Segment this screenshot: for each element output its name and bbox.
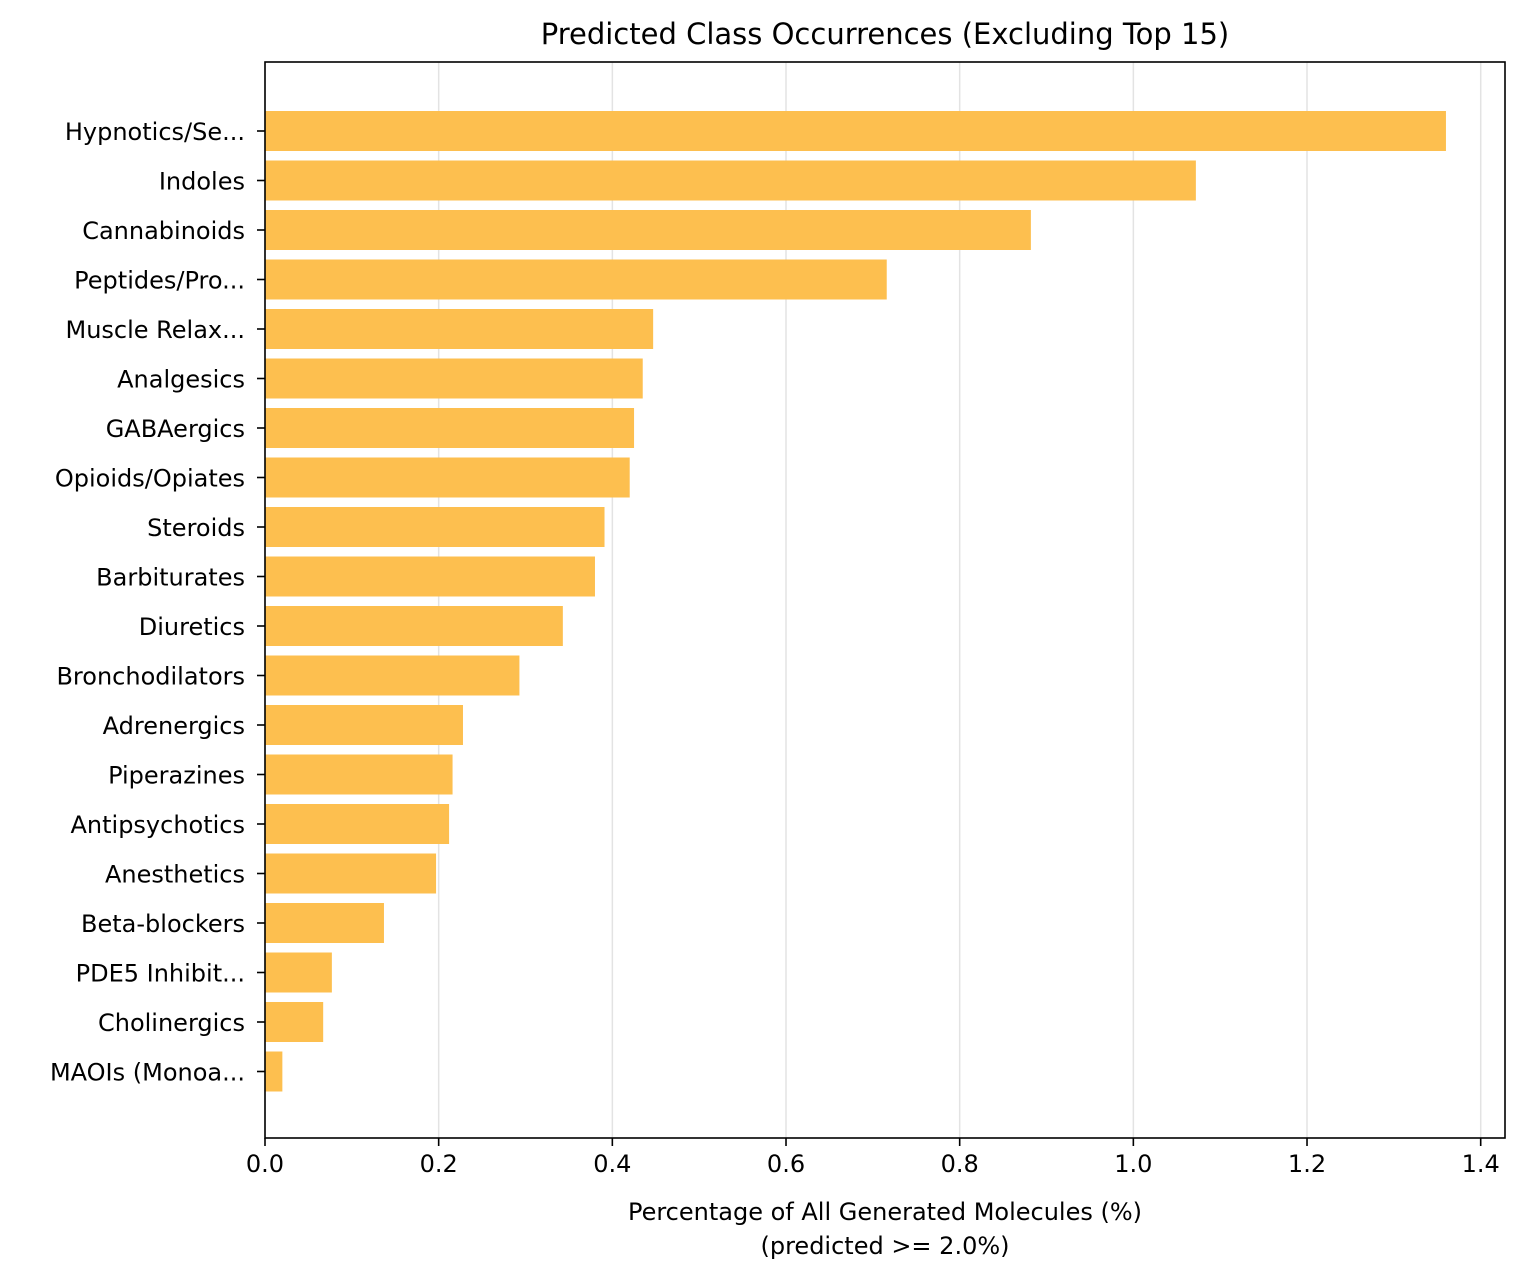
- bar: [265, 210, 1031, 250]
- y-tick-label: Adrenergics: [103, 712, 245, 740]
- bar: [265, 507, 605, 547]
- chart-title: Predicted Class Occurrences (Excluding T…: [541, 17, 1230, 51]
- y-tick-label: Cannabinoids: [82, 217, 245, 245]
- bar: [265, 655, 520, 696]
- y-tick-label: Peptides/Pro...: [74, 267, 245, 295]
- bar: [265, 457, 630, 498]
- bar: [265, 1051, 283, 1092]
- bar: [265, 160, 1196, 201]
- x-tick-label: 0.6: [767, 1150, 805, 1178]
- x-axis-label: Percentage of All Generated Molecules (%…: [628, 1198, 1142, 1226]
- y-tick-label: Muscle Relax...: [65, 316, 245, 344]
- bar: [265, 358, 643, 399]
- y-tick-label: Beta-blockers: [81, 910, 245, 938]
- y-tick-label: Piperazines: [108, 762, 245, 790]
- y-tick-label: Barbiturates: [96, 564, 245, 592]
- bar: [265, 952, 332, 993]
- x-tick-label: 1.2: [1288, 1150, 1326, 1178]
- y-tick-label: PDE5 Inhibit...: [76, 960, 245, 988]
- x-axis-label-sub: (predicted >= 2.0%): [760, 1232, 1009, 1260]
- bar: [265, 754, 453, 795]
- bar: [265, 705, 463, 745]
- x-tick-label: 0.8: [941, 1150, 979, 1178]
- bar: [265, 903, 384, 943]
- y-ticks: Hypnotics/Se... Indoles Cannabinoids Peptid…: [50, 118, 265, 1087]
- y-tick-label: Steroids: [147, 514, 245, 542]
- x-tick-label: 1.4: [1462, 1150, 1500, 1178]
- x-tick-label: 0.4: [593, 1150, 631, 1178]
- bar: [265, 1002, 324, 1042]
- y-tick-label: Bronchodilators: [56, 663, 245, 691]
- y-tick-label: Indoles: [159, 168, 245, 196]
- y-tick-label: Diuretics: [139, 613, 245, 641]
- bar: [265, 853, 437, 894]
- bar: [265, 259, 887, 300]
- bar: [265, 804, 450, 844]
- x-ticks: 0.0 0.2 0.4 0.6 0.8 1.0 1.2 1.4: [246, 1138, 1500, 1178]
- y-tick-label: Hypnotics/Se...: [65, 118, 245, 146]
- bar: [265, 111, 1446, 151]
- bar: [265, 408, 635, 448]
- y-tick-label: GABAergics: [106, 415, 245, 443]
- x-tick-label: 0.2: [420, 1150, 458, 1178]
- bar: [265, 606, 563, 646]
- y-tick-label: Analgesics: [117, 366, 245, 394]
- x-tick-label: 1.0: [1114, 1150, 1152, 1178]
- bars: [265, 111, 1446, 1092]
- bar: [265, 556, 595, 597]
- y-tick-label: Antipsychotics: [70, 811, 245, 839]
- bar: [265, 309, 654, 349]
- y-tick-label: MAOIs (Monoa...: [50, 1059, 245, 1087]
- plot-frame: [264, 61, 1506, 1139]
- y-tick-label: Anesthetics: [105, 861, 245, 889]
- y-tick-label: Opioids/Opiates: [55, 465, 245, 493]
- x-tick-label: 0.0: [246, 1150, 284, 1178]
- y-tick-label: Cholinergics: [98, 1009, 245, 1037]
